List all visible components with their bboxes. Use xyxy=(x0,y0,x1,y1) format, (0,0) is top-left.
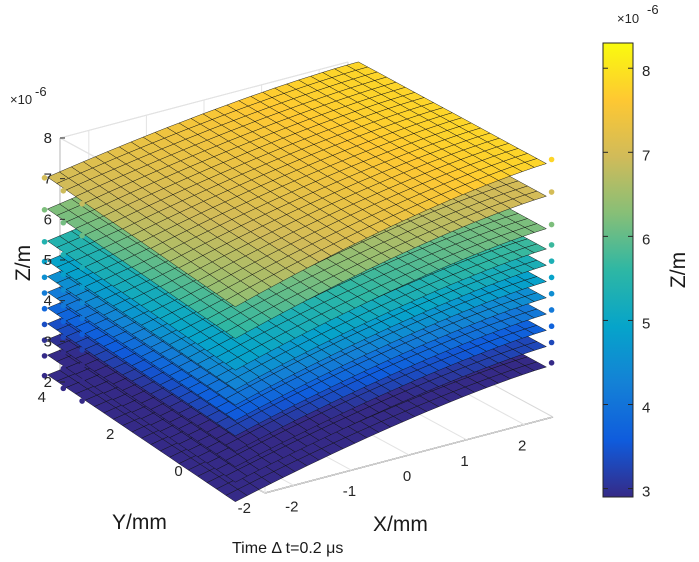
surface-patch xyxy=(524,341,547,351)
surface-patch xyxy=(524,223,547,233)
surface-patch xyxy=(524,361,547,371)
surface-patch xyxy=(524,276,547,286)
surface-patch xyxy=(524,259,547,270)
grid-line xyxy=(264,416,554,494)
surface-layers xyxy=(46,61,547,502)
surface-patch xyxy=(524,292,547,302)
surface-patch xyxy=(524,243,547,254)
surface-patch xyxy=(524,325,547,335)
surface-patch xyxy=(524,308,547,319)
